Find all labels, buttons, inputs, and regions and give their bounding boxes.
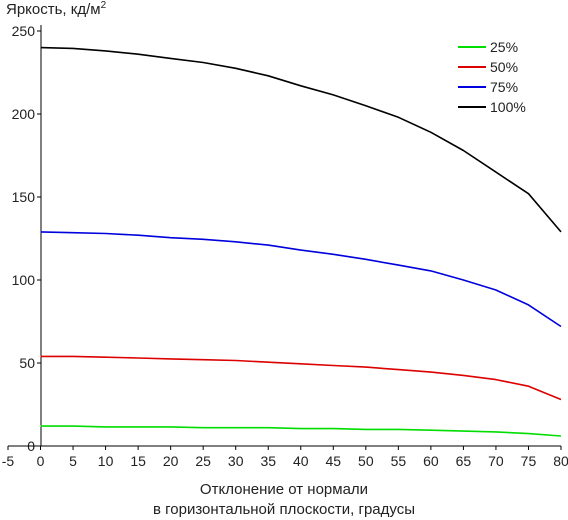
x-tick-label: -5 (2, 453, 15, 469)
x-tick-label: 80 (553, 453, 568, 469)
x-tick-label: 20 (163, 453, 179, 469)
x-tick-label: 45 (326, 453, 342, 469)
y-tick-label: 150 (12, 189, 36, 205)
y-axis-label-superscript: 2 (100, 0, 107, 11)
x-axis-ticks: -5 0 5 10 15 20 25 30 35 40 45 50 55 60 65 70 75 80 (2, 446, 568, 469)
x-tick-label: 50 (358, 453, 374, 469)
y-axis-label: Яркость, кд/м2 (6, 0, 106, 18)
x-tick-label: 30 (228, 453, 244, 469)
x-tick-label: 75 (521, 453, 537, 469)
y-tick-label: 50 (19, 355, 35, 371)
x-axis-label-line-1: Отклонение от нормали (199, 481, 369, 498)
x-tick-label: 65 (456, 453, 472, 469)
x-tick-label: 35 (260, 453, 276, 469)
y-axis-label-text: Яркость, кд/м (6, 1, 101, 18)
y-tick-label: 100 (12, 272, 36, 288)
x-tick-label: 55 (391, 453, 407, 469)
x-tick-label: 0 (37, 453, 45, 469)
x-tick-label: 10 (98, 453, 114, 469)
series-line-25 (40, 425, 562, 437)
x-tick-label: 60 (423, 453, 439, 469)
series-line-100 (40, 46, 562, 233)
x-tick-label: 70 (488, 453, 504, 469)
x-tick-label: 40 (293, 453, 309, 469)
series-line-50 (40, 355, 562, 401)
legend-label-50: 50% (490, 59, 518, 75)
x-tick-label: 15 (130, 453, 146, 469)
legend-label-100: 100% (490, 99, 526, 115)
y-tick-label: 250 (12, 23, 36, 39)
legend-label-75: 75% (490, 79, 518, 95)
y-tick-label: 200 (12, 106, 36, 122)
x-tick-label: 5 (69, 453, 77, 469)
x-tick-label: 25 (195, 453, 211, 469)
series-lines (40, 46, 562, 437)
legend: 25% 50% 75% 100% (458, 39, 526, 115)
legend-label-25: 25% (490, 39, 518, 55)
x-axis-label-line-2: в горизонтальной плоскости, градусы (152, 501, 416, 518)
axes (8, 25, 561, 447)
series-line-75 (40, 231, 562, 328)
